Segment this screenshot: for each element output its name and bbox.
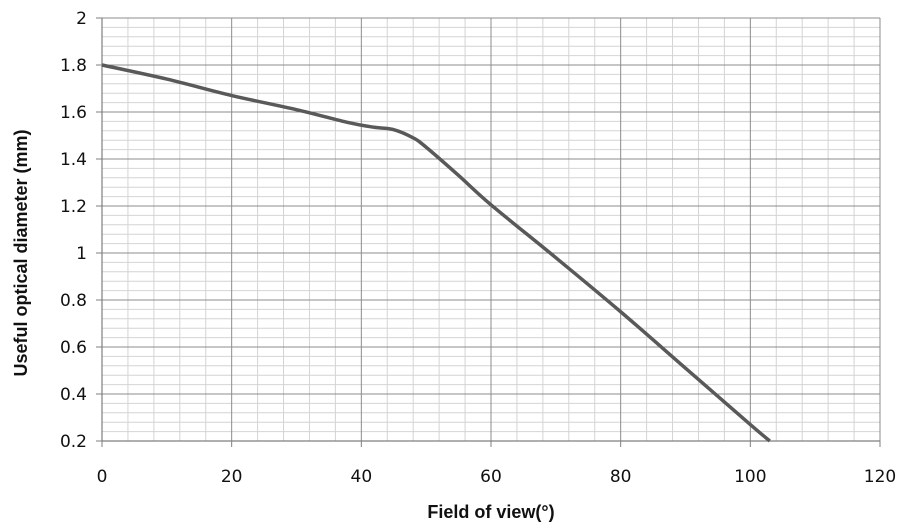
series-layer (101, 63, 771, 443)
y-axis-title: Useful optical diameter (mm) (11, 129, 31, 376)
y-tick-label: 1.8 (60, 56, 87, 76)
x-tick-label: 20 (221, 467, 243, 487)
y-tick-label: 1.6 (60, 103, 87, 123)
y-tick-labels: 0.2 0.4 0.6 0.8 1 1.2 1.4 1.6 1.8 2 (60, 9, 87, 452)
y-tick-label: 0.2 (60, 432, 87, 452)
y-tick-label: 1.2 (60, 197, 87, 217)
major-grid (96, 17, 881, 447)
y-tick-label: 2 (76, 9, 87, 29)
y-tick-label: 0.8 (60, 291, 87, 311)
x-tick-label: 60 (480, 467, 502, 487)
y-tick-label: 0.6 (60, 338, 87, 358)
series-line (101, 63, 771, 443)
x-axis-title: Field of view(°) (427, 502, 554, 522)
y-tick-label: 0.4 (60, 385, 87, 405)
y-tick-label: 1.4 (60, 150, 87, 170)
x-tick-label: 0 (97, 467, 108, 487)
x-tick-label: 40 (351, 467, 373, 487)
y-tick-label: 1 (76, 244, 87, 264)
x-tick-label: 120 (864, 467, 896, 487)
x-tick-label: 80 (610, 467, 632, 487)
x-tick-label: 100 (734, 467, 766, 487)
x-tick-labels: 0 20 40 60 80 100 120 (97, 467, 897, 487)
